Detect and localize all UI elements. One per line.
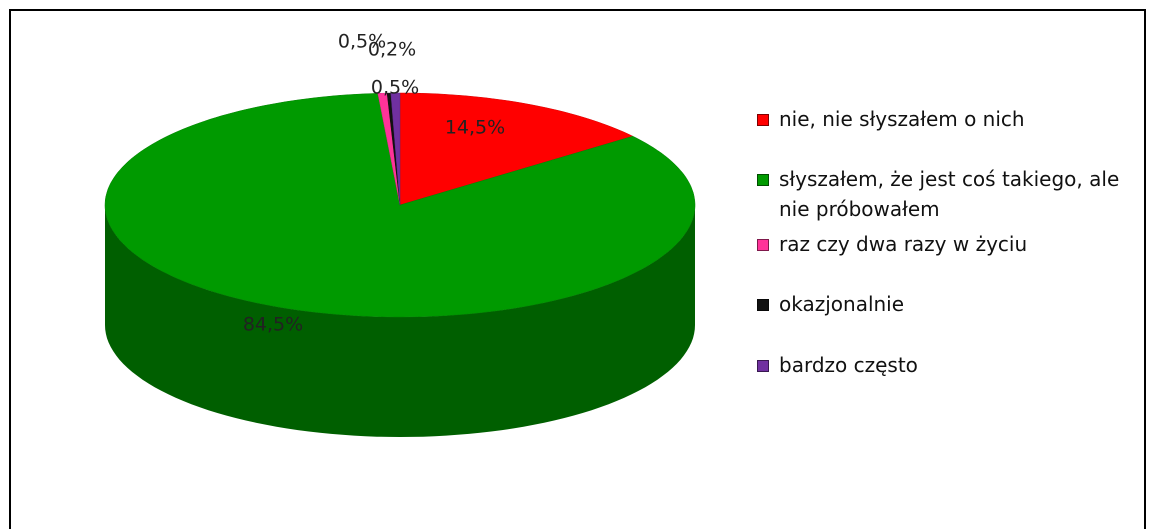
legend-label: raz czy dwa razy w życiu [779, 232, 1028, 256]
legend-entry: okazjonalnie [757, 289, 904, 319]
slice [399, 92, 634, 206]
legend-swatch [757, 174, 769, 186]
legend-swatch [757, 239, 769, 251]
slice [390, 92, 401, 206]
legend-entry: raz czy dwa razy w życiu [757, 229, 1027, 259]
legend-label: okazjonalnie [779, 292, 905, 316]
slice [104, 93, 696, 318]
legend-label: bardzo często [779, 353, 918, 377]
legend-swatch [757, 360, 769, 372]
data-label: 0,5% [338, 31, 386, 53]
legend-entry: słyszałem, że jest coś takiego, ale nie … [757, 164, 1137, 224]
data-label: 0,5% [371, 77, 419, 99]
frame [9, 9, 1146, 529]
data-label: 14,5% [445, 117, 505, 139]
legend-entry: bardzo często [757, 350, 918, 380]
data-label: 84,5% [243, 314, 303, 336]
legend-swatch [757, 299, 769, 311]
legend-label: słyszałem, że jest coś takiego, ale nie … [779, 167, 1120, 221]
data-label: 0,2% [368, 39, 416, 61]
legend-entry: nie, nie słyszałem o nich [757, 104, 1025, 134]
legend-swatch [757, 114, 769, 126]
slice-side [105, 205, 695, 437]
legend-label: nie, nie słyszałem o nich [779, 107, 1025, 131]
